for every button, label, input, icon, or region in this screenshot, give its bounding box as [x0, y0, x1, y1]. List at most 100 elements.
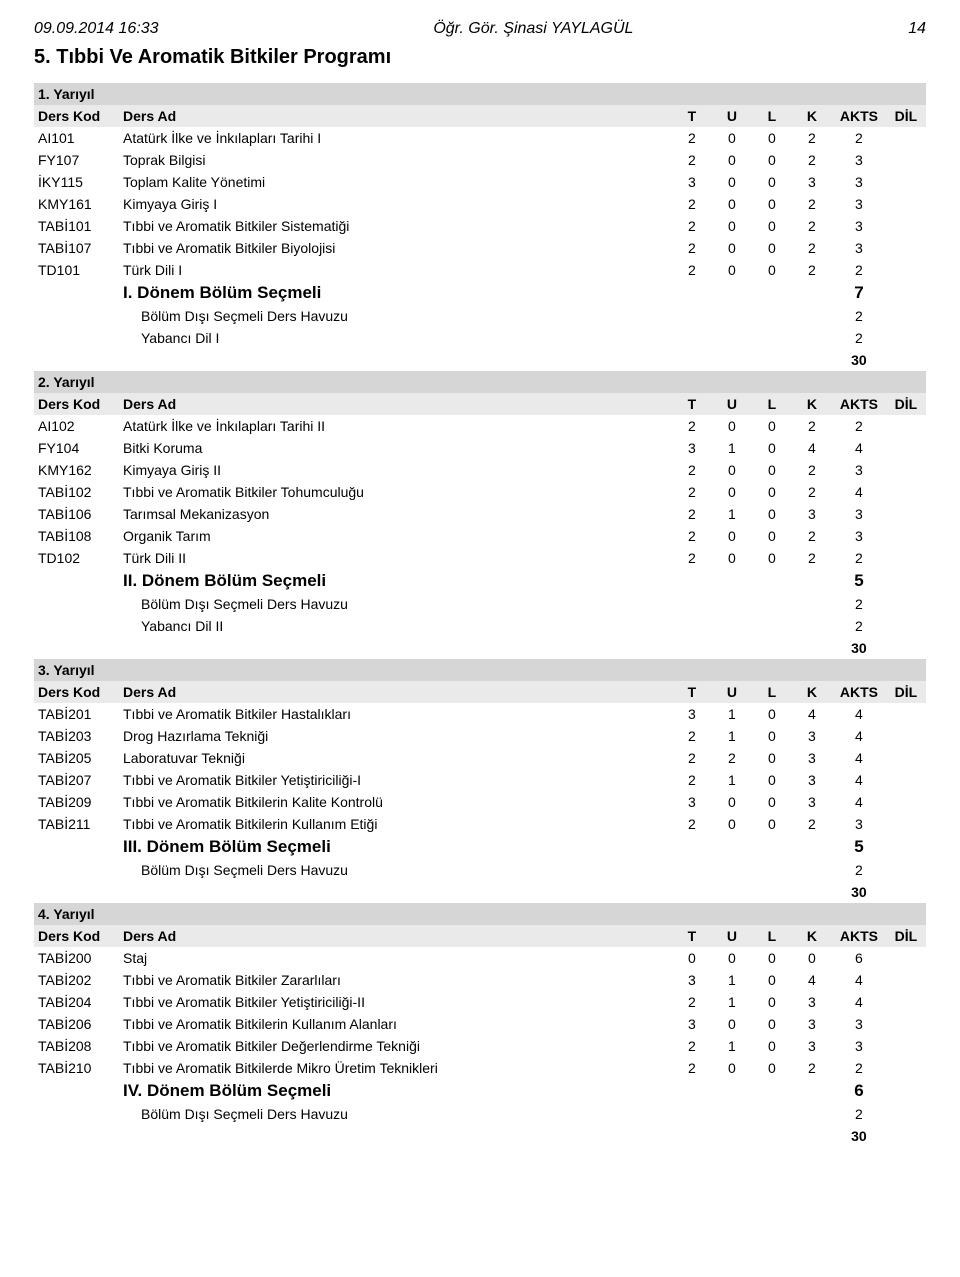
course-akts: 4: [832, 725, 886, 747]
course-u: 1: [712, 991, 752, 1013]
col-l: L: [752, 393, 792, 415]
course-dil: [886, 725, 926, 747]
course-k: 2: [792, 1057, 832, 1079]
col-akts: AKTS: [832, 925, 886, 947]
course-t: 2: [672, 237, 712, 259]
course-l: 0: [752, 503, 792, 525]
course-name: Tıbbi ve Aromatik Bitkiler Değerlendirme…: [119, 1035, 672, 1057]
course-k: 2: [792, 459, 832, 481]
course-akts: 3: [832, 149, 886, 171]
course-row: KMY162Kimyaya Giriş II20023: [34, 459, 926, 481]
program-title: 5. Tıbbi Ve Aromatik Bitkiler Programı: [34, 46, 926, 69]
course-code: TABİ202: [34, 969, 119, 991]
course-name: Tıbbi ve Aromatik Bitkiler Zararlıları: [119, 969, 672, 991]
extra-akts: 2: [832, 615, 886, 637]
col-l: L: [752, 105, 792, 127]
course-k: 2: [792, 127, 832, 149]
course-k: 2: [792, 525, 832, 547]
course-k: 3: [792, 503, 832, 525]
course-t: 0: [672, 947, 712, 969]
course-code: FY104: [34, 437, 119, 459]
course-t: 3: [672, 1013, 712, 1035]
elective-akts: 7: [832, 281, 886, 305]
course-dil: [886, 969, 926, 991]
elective-akts: 5: [832, 835, 886, 859]
course-k: 3: [792, 1013, 832, 1035]
col-l: L: [752, 925, 792, 947]
course-code: TABİ106: [34, 503, 119, 525]
course-dil: [886, 1057, 926, 1079]
course-k: 2: [792, 215, 832, 237]
extra-label: Bölüm Dışı Seçmeli Ders Havuzu: [119, 859, 672, 881]
course-code: FY107: [34, 149, 119, 171]
course-dil: [886, 991, 926, 1013]
course-u: 0: [712, 259, 752, 281]
course-row: İKY115Toplam Kalite Yönetimi30033: [34, 171, 926, 193]
col-code: Ders Kod: [34, 393, 119, 415]
course-dil: [886, 503, 926, 525]
course-name: Tıbbi ve Aromatik Bitkiler Hastalıkları: [119, 703, 672, 725]
extra-label: Yabancı Dil I: [119, 327, 672, 349]
elective-label: II. Dönem Bölüm Seçmeli: [119, 569, 672, 593]
col-t: T: [672, 925, 712, 947]
course-t: 2: [672, 215, 712, 237]
semester-title: 1. Yarıyıl: [34, 83, 926, 105]
extra-row: Bölüm Dışı Seçmeli Ders Havuzu2: [34, 859, 926, 881]
course-u: 0: [712, 813, 752, 835]
course-u: 1: [712, 703, 752, 725]
extra-row: Bölüm Dışı Seçmeli Ders Havuzu2: [34, 1103, 926, 1125]
col-u: U: [712, 925, 752, 947]
extra-label: Bölüm Dışı Seçmeli Ders Havuzu: [119, 305, 672, 327]
total-row: 30: [34, 637, 926, 659]
course-l: 0: [752, 813, 792, 835]
course-t: 3: [672, 791, 712, 813]
column-header-row: Ders KodDers AdTULKAKTSDİL: [34, 925, 926, 947]
course-dil: [886, 769, 926, 791]
course-t: 3: [672, 703, 712, 725]
course-name: Toplam Kalite Yönetimi: [119, 171, 672, 193]
course-k: 2: [792, 259, 832, 281]
course-akts: 3: [832, 1035, 886, 1057]
course-u: 0: [712, 237, 752, 259]
total-akts: 30: [832, 1125, 886, 1147]
course-code: TABİ203: [34, 725, 119, 747]
course-akts: 3: [832, 193, 886, 215]
course-code: TABİ201: [34, 703, 119, 725]
course-code: TABİ210: [34, 1057, 119, 1079]
course-akts: 4: [832, 481, 886, 503]
elective-row: I. Dönem Bölüm Seçmeli7: [34, 281, 926, 305]
course-k: 0: [792, 947, 832, 969]
semester-title: 4. Yarıyıl: [34, 903, 926, 925]
extra-row: Bölüm Dışı Seçmeli Ders Havuzu2: [34, 593, 926, 615]
course-dil: [886, 947, 926, 969]
course-dil: [886, 237, 926, 259]
course-l: 0: [752, 547, 792, 569]
course-u: 0: [712, 127, 752, 149]
course-t: 2: [672, 1035, 712, 1057]
course-name: Tıbbi ve Aromatik Bitkiler Biyolojisi: [119, 237, 672, 259]
course-k: 2: [792, 237, 832, 259]
course-l: 0: [752, 481, 792, 503]
course-dil: [886, 791, 926, 813]
col-code: Ders Kod: [34, 925, 119, 947]
extra-akts: 2: [832, 1103, 886, 1125]
col-akts: AKTS: [832, 105, 886, 127]
course-name: Organik Tarım: [119, 525, 672, 547]
col-dil: DİL: [886, 105, 926, 127]
course-t: 2: [672, 725, 712, 747]
semester-title: 3. Yarıyıl: [34, 659, 926, 681]
course-dil: [886, 171, 926, 193]
course-code: TABİ108: [34, 525, 119, 547]
course-akts: 3: [832, 525, 886, 547]
course-dil: [886, 813, 926, 835]
semester-title-row: 3. Yarıyıl: [34, 659, 926, 681]
course-k: 3: [792, 769, 832, 791]
course-code: AI102: [34, 415, 119, 437]
extra-row: Yabancı Dil I2: [34, 327, 926, 349]
course-l: 0: [752, 969, 792, 991]
course-name: Türk Dili I: [119, 259, 672, 281]
course-k: 3: [792, 991, 832, 1013]
course-u: 0: [712, 947, 752, 969]
col-l: L: [752, 681, 792, 703]
col-name: Ders Ad: [119, 681, 672, 703]
